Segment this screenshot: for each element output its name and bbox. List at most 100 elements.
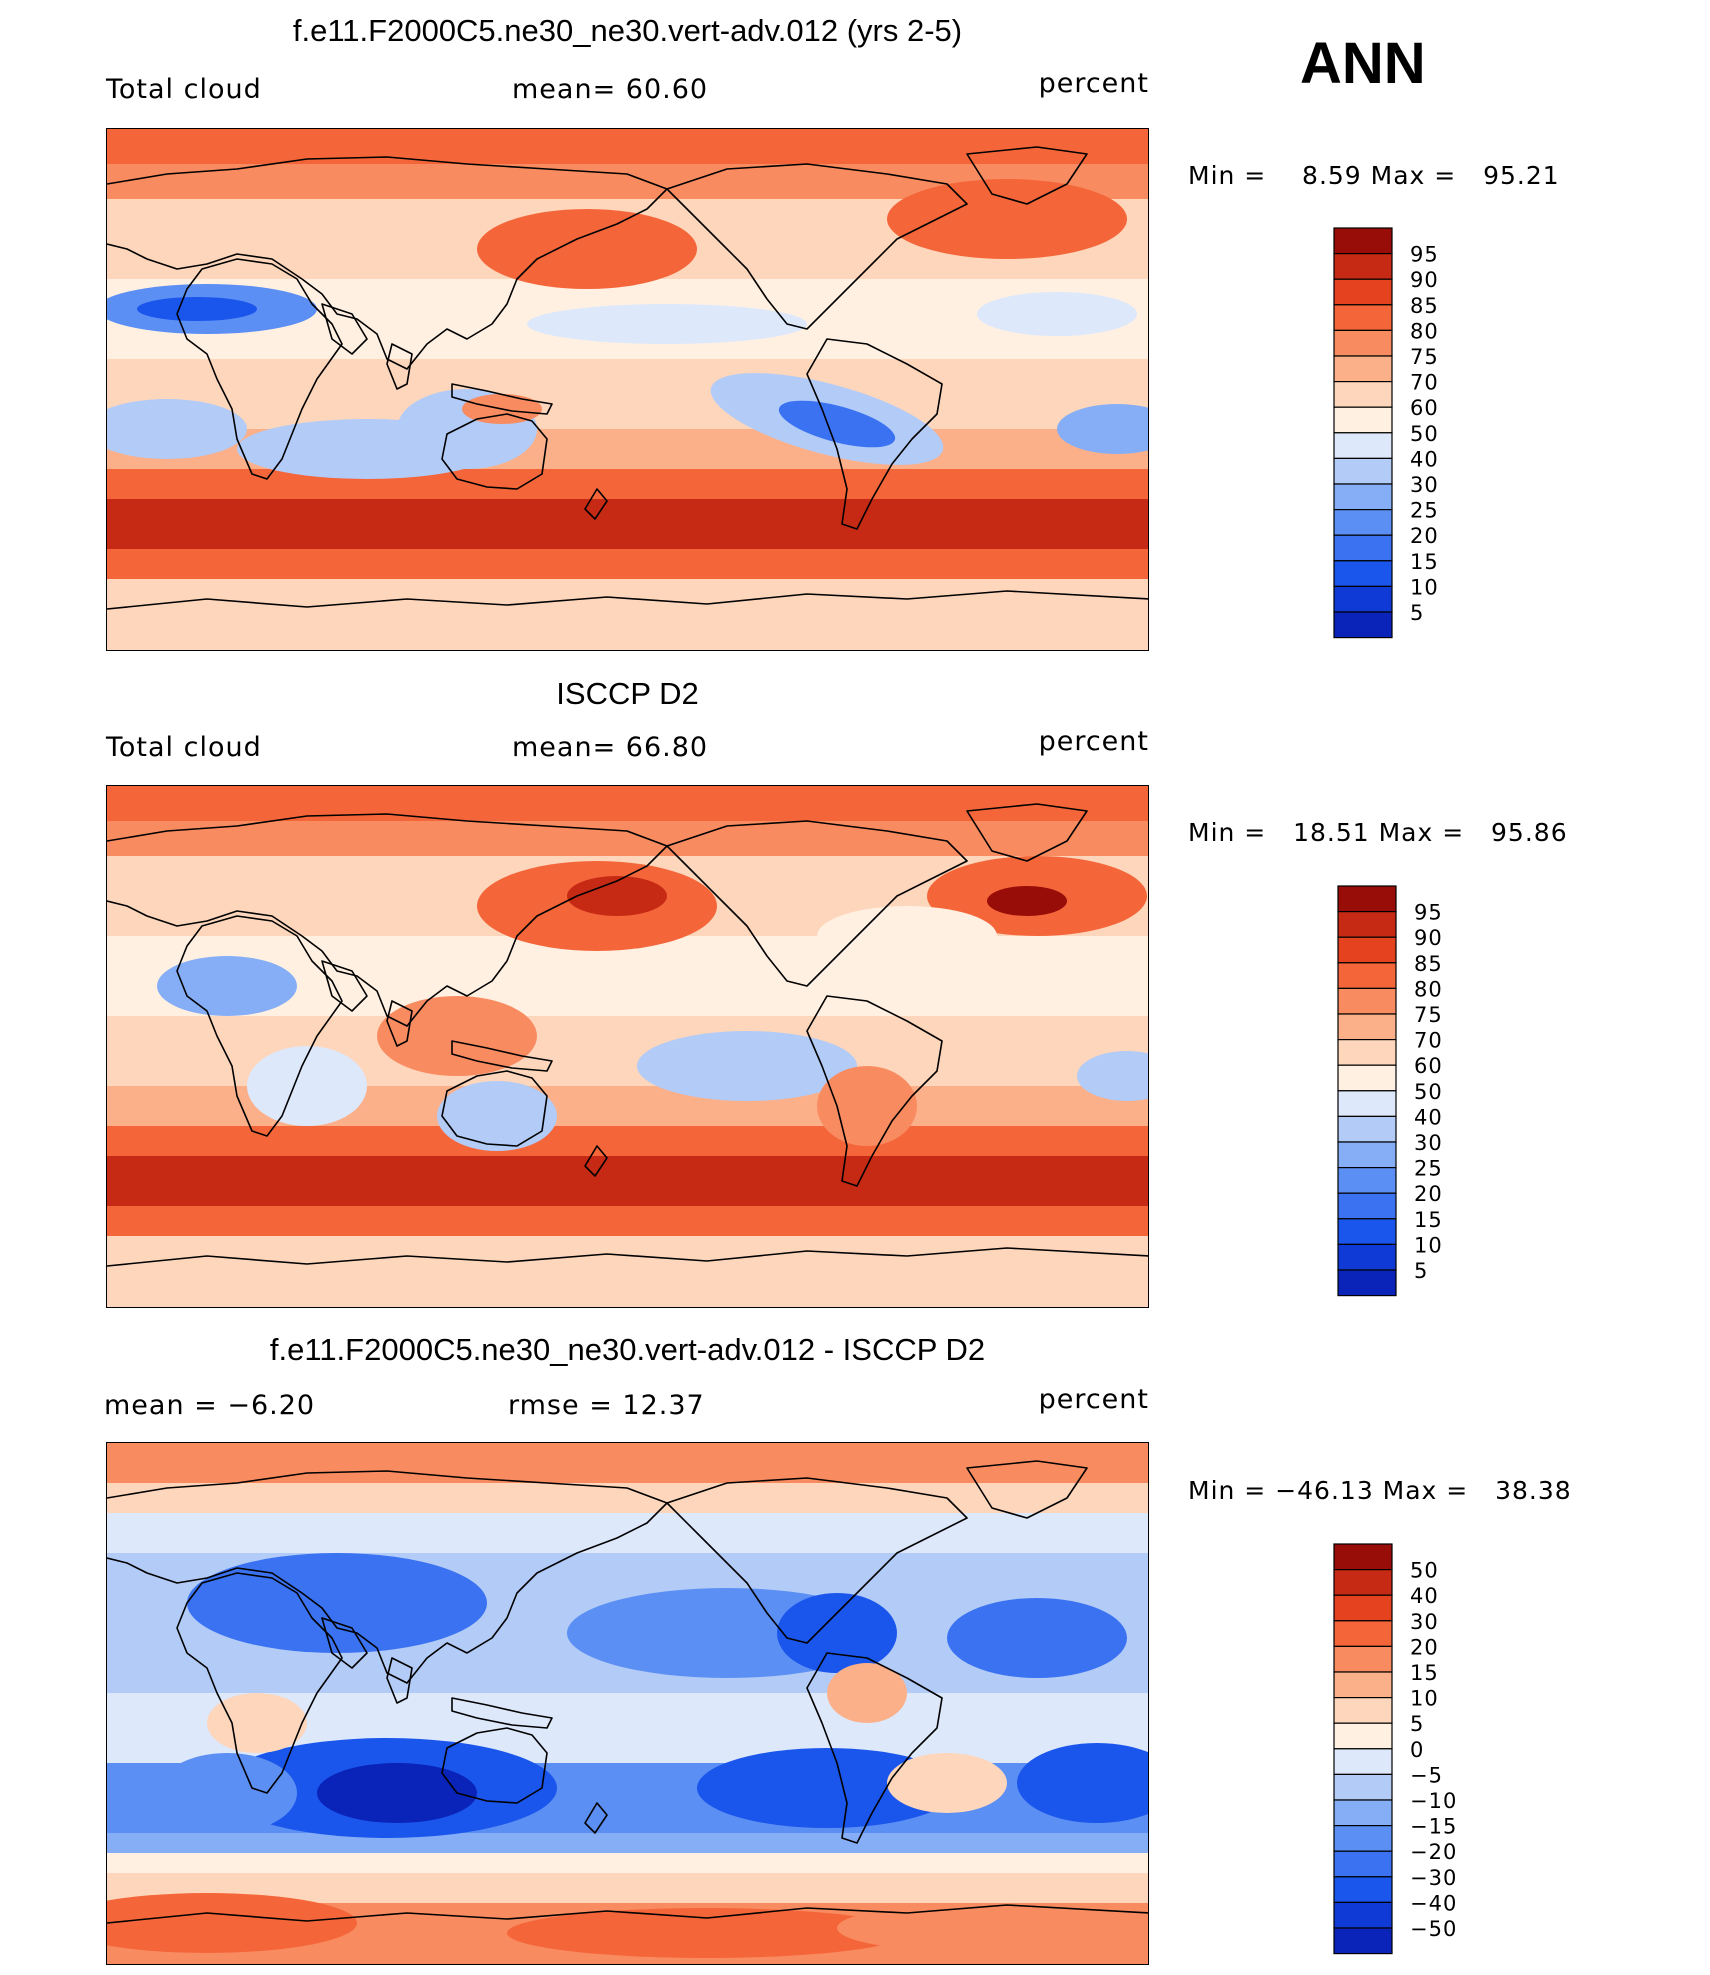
colorbar-box — [1333, 1620, 1393, 1648]
coastline — [966, 146, 1088, 205]
colorbar-box — [1333, 1799, 1393, 1827]
colorbar-tick-label: 15 — [1410, 550, 1439, 574]
colorbar-tick-label: 85 — [1410, 294, 1439, 318]
colorbar-box — [1333, 483, 1393, 511]
panel-2-field — [107, 786, 1148, 1307]
colorbar-box — [1337, 1167, 1397, 1194]
coastline — [386, 343, 413, 390]
panel-3-units-label: percent — [1038, 1384, 1149, 1415]
colorbar-tick-label: 15 — [1414, 1208, 1443, 1232]
colorbar-box — [1333, 381, 1393, 408]
colorbar-box — [1333, 1927, 1393, 1955]
contour-band — [107, 469, 1148, 499]
coastline — [441, 1727, 548, 1804]
colorbar-box — [1337, 1192, 1397, 1220]
coastline — [666, 163, 968, 330]
season-label: ANN — [1300, 31, 1426, 96]
contour-band — [107, 1236, 1148, 1307]
colorbar-tick-label: 30 — [1410, 1610, 1439, 1634]
colorbar-tick-label: 95 — [1414, 901, 1443, 925]
contour-region — [477, 209, 697, 289]
contour-region — [377, 996, 537, 1076]
panel-3-mean-label: mean = −6.20 — [104, 1390, 316, 1421]
colorbar-tick-label: 60 — [1410, 396, 1439, 420]
panel-1-title: f.e11.F2000C5.ne30_ne30.vert-adv.012 (yr… — [292, 13, 963, 48]
coastline — [386, 1657, 413, 1704]
contour-region — [107, 1893, 357, 1953]
contour-region — [778, 400, 896, 448]
panel-2-units-label: percent — [1038, 726, 1149, 757]
coastline — [107, 1470, 668, 1684]
coastline — [176, 1572, 343, 1794]
colorbar-box — [1333, 329, 1393, 357]
colorbar-tick-label: 70 — [1414, 1029, 1443, 1053]
colorbar-tick-label: 75 — [1414, 1003, 1443, 1027]
colorbar-tick-label: 40 — [1414, 1105, 1443, 1129]
coastline — [321, 303, 368, 355]
colorbar-tick-label: 80 — [1410, 319, 1439, 343]
colorbar-box — [1333, 1773, 1393, 1801]
contour-region — [1057, 404, 1148, 454]
colorbar-tick-label: 85 — [1414, 952, 1443, 976]
colorbar-box — [1337, 936, 1397, 964]
panel-3-minmax: Min = −46.13 Max = 38.38 — [1188, 1476, 1572, 1505]
panel-1-colorbar: 95 90 85 80 75 70 60 50 40 30 25 20 15 10 5 — [1333, 227, 1484, 640]
coastline — [176, 915, 343, 1137]
colorbar-tick-label: 30 — [1410, 473, 1439, 497]
colorbar-box — [1333, 304, 1393, 332]
colorbar-box — [1337, 1269, 1397, 1297]
colorbar-box — [1337, 1243, 1397, 1271]
contour-region — [697, 1748, 957, 1828]
contour-band — [107, 1206, 1148, 1236]
coastline — [451, 383, 553, 415]
colorbar-box — [1333, 432, 1393, 460]
coastline — [584, 1145, 608, 1177]
coastline — [176, 258, 343, 480]
colorbar-box — [1337, 1141, 1397, 1169]
contour-region — [437, 1081, 557, 1151]
coastline — [441, 413, 548, 490]
contour-region — [887, 179, 1127, 259]
panel-3-map — [106, 1442, 1149, 1965]
colorbar-tick-label: 10 — [1410, 575, 1439, 599]
contour-region — [947, 1598, 1127, 1678]
colorbar-box — [1333, 1850, 1393, 1878]
colorbar-tick-label: −30 — [1410, 1866, 1457, 1890]
panel-3-colorbar: 50 40 30 20 15 10 5 0 −5 −10 −15 −20 −30 −40 −50 — [1333, 1543, 1484, 1956]
colorbar-box — [1333, 253, 1393, 280]
colorbar-box — [1333, 1671, 1393, 1699]
contour-region — [817, 906, 997, 966]
colorbar-tick-label: 20 — [1410, 524, 1439, 548]
contour-band — [107, 499, 1148, 549]
colorbar-tick-label: −50 — [1410, 1917, 1457, 1941]
coastline — [107, 156, 668, 370]
contour-region — [977, 292, 1137, 336]
colorbar-box — [1333, 457, 1393, 485]
colorbar-tick-label: 95 — [1410, 243, 1439, 267]
coastline — [386, 1000, 413, 1047]
colorbar-box — [1333, 1697, 1393, 1724]
contour-band — [107, 129, 1148, 164]
colorbar-tick-label: 0 — [1410, 1738, 1424, 1762]
colorbar-tick-label: −15 — [1410, 1815, 1457, 1839]
contour-band — [107, 1443, 1148, 1483]
coastline — [451, 1040, 553, 1072]
contour-region — [187, 1553, 487, 1653]
colorbar-box — [1337, 962, 1397, 990]
contour-region — [247, 1046, 367, 1126]
coastline — [666, 1477, 968, 1644]
contour-band — [107, 1833, 1148, 1853]
colorbar-tick-label: 70 — [1410, 371, 1439, 395]
colorbar-box — [1337, 1115, 1397, 1143]
panel-2-minmax: Min = 18.51 Max = 95.86 — [1188, 818, 1568, 847]
colorbar-tick-label: 50 — [1414, 1080, 1443, 1104]
colorbar-box — [1333, 227, 1393, 255]
panel-1-units-label: percent — [1038, 68, 1149, 99]
contour-region — [107, 399, 247, 459]
colorbar-tick-label: 25 — [1414, 1157, 1443, 1181]
colorbar-tick-label: 15 — [1410, 1661, 1439, 1685]
contour-band — [107, 821, 1148, 856]
panel-1-mean-label: mean= 60.60 — [512, 74, 709, 105]
panel-3-field — [107, 1443, 1148, 1964]
contour-band — [107, 579, 1148, 650]
